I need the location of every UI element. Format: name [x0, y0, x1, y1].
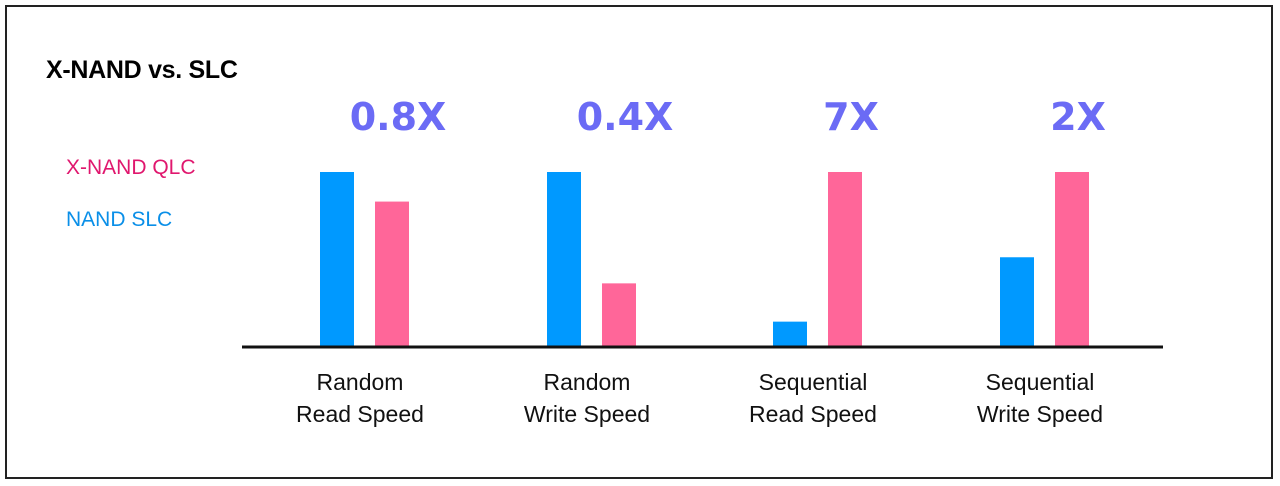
category-label-2-line-1: Random — [544, 369, 631, 395]
legend-x-nand-qlc: X-NAND QLC — [66, 156, 196, 179]
category-label-1-line-1: Random — [317, 369, 404, 395]
chart-frame — [5, 5, 1273, 479]
category-label-2-line-2: Write Speed — [524, 401, 650, 427]
category-label-3-line-2: Read Speed — [749, 401, 877, 427]
bar-x-nand-qlc-2 — [602, 283, 636, 346]
chart-title: X-NAND vs. SLC — [46, 56, 238, 84]
bar-nand-slc-3 — [773, 321, 807, 346]
category-label-4-line-2: Write Speed — [977, 401, 1103, 427]
bar-x-nand-qlc-4 — [1055, 172, 1089, 346]
ratio-label-2: 0.4X — [577, 95, 674, 139]
bar-x-nand-qlc-3 — [828, 172, 862, 346]
category-label-1-line-2: Read Speed — [296, 401, 424, 427]
category-label-3-line-1: Sequential — [759, 369, 868, 395]
legend-nand-slc: NAND SLC — [66, 208, 173, 231]
bar-nand-slc-2 — [547, 172, 581, 346]
ratio-label-4: 2X — [1050, 95, 1106, 139]
bar-x-nand-qlc-1 — [375, 201, 409, 346]
ratio-label-1: 0.8X — [350, 95, 447, 139]
category-label-4-line-1: Sequential — [986, 369, 1095, 395]
ratio-label-3: 7X — [823, 95, 879, 139]
bar-nand-slc-1 — [320, 172, 354, 346]
bar-nand-slc-4 — [1000, 257, 1034, 346]
